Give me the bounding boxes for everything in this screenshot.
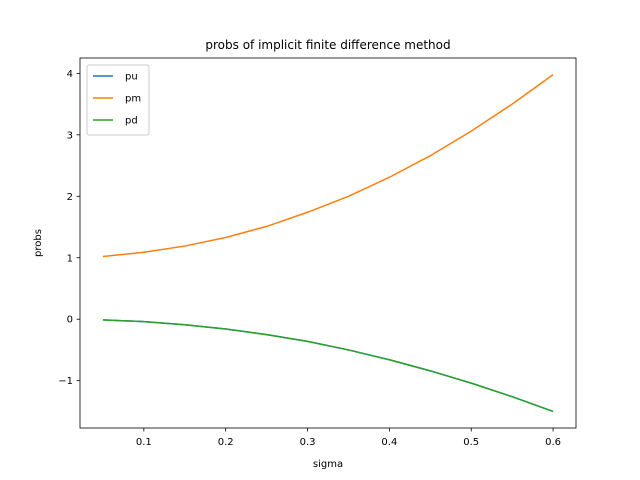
- y-axis-label: probs: [33, 229, 44, 257]
- legend: pu pm pd: [86, 64, 150, 136]
- legend-box: [86, 64, 150, 136]
- y-tick-label: 2: [67, 192, 73, 203]
- y-tick-label: −1: [58, 376, 73, 387]
- x-tick-label: 0.1: [136, 437, 152, 448]
- y-tick-label: 4: [67, 69, 73, 80]
- x-tick-label: 0.6: [545, 437, 561, 448]
- plot-frame: [79, 57, 577, 429]
- chart-title: probs of implicit finite difference meth…: [205, 38, 450, 52]
- x-tick-label: 0.5: [463, 437, 479, 448]
- x-axis-label: sigma: [313, 459, 343, 470]
- x-tick-label: 0.4: [381, 437, 397, 448]
- x-tick-label: 0.3: [300, 437, 316, 448]
- series-line-pu: [102, 319, 554, 413]
- legend-label-pu: pu: [125, 72, 138, 83]
- x-axis: 0.1 0.2 0.3 0.4 0.5 0.6: [136, 428, 561, 448]
- series-line-pm: [102, 73, 554, 258]
- y-tick-label: 1: [67, 253, 73, 264]
- legend-label-pd: pd: [125, 116, 138, 127]
- plot-area: [102, 73, 554, 413]
- series-line-pd: [102, 319, 554, 413]
- x-tick-label: 0.2: [218, 437, 234, 448]
- legend-label-pm: pm: [125, 94, 141, 105]
- y-tick-label: 0: [67, 315, 73, 326]
- y-tick-label: 3: [67, 130, 73, 141]
- y-axis: −1 0 1 2 3 4: [58, 69, 80, 387]
